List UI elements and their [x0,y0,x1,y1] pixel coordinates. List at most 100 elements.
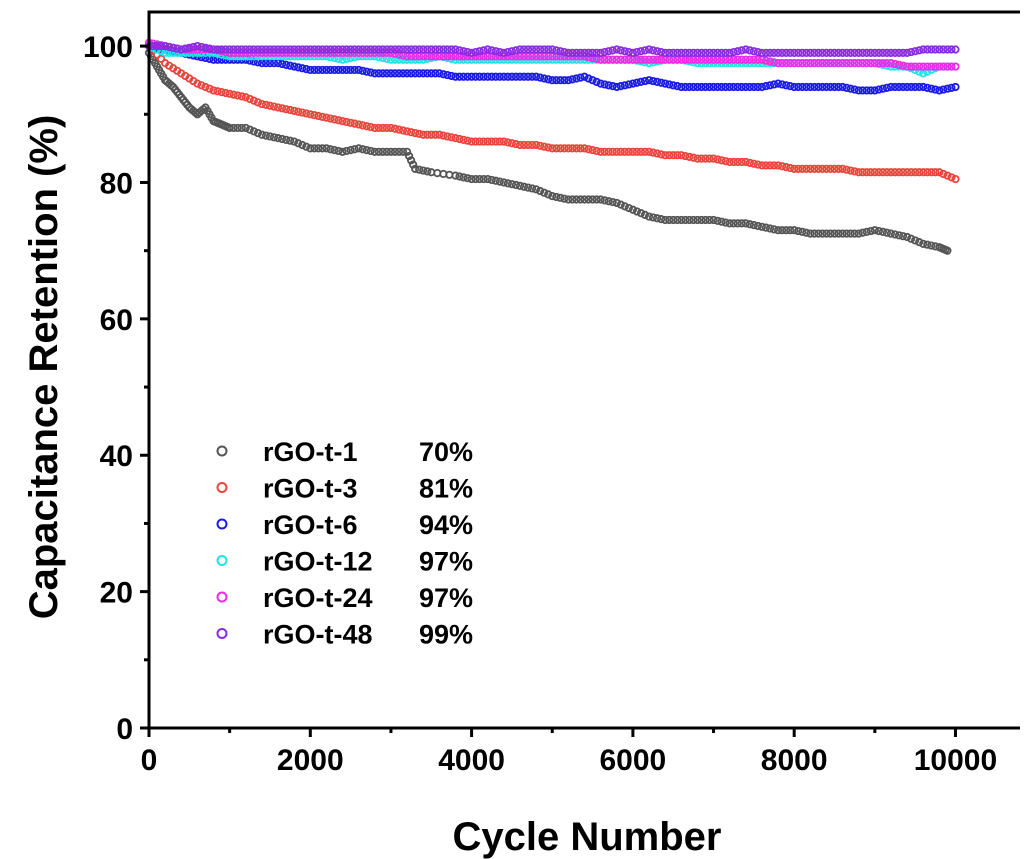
data-point [886,229,896,238]
data-point [362,145,371,155]
data-point [612,147,621,156]
data-point [499,52,508,61]
data-point [733,55,742,64]
data-point [338,65,347,75]
data-point [612,45,621,54]
data-point [576,73,585,82]
data-point [802,59,811,68]
data-point [536,45,545,54]
data-point [165,42,174,52]
data-point [898,168,908,177]
data-point [749,159,758,168]
data-point [806,164,815,173]
data-point [483,45,492,54]
legend-item-rGO-t-3: rGO-t-3 81% [216,474,473,504]
data-point [858,228,867,237]
data-point [620,147,629,156]
data-point [911,168,920,177]
y-tick-label: 60 [100,304,133,337]
data-point [882,228,892,237]
data-point [265,101,275,110]
data-point [572,74,581,83]
data-point [923,67,932,76]
data-point [866,86,875,95]
data-point [584,145,593,154]
data-point [665,151,674,160]
legend-retention-value: 94% [419,510,473,540]
data-point [463,174,472,183]
data-point [600,80,609,89]
data-point [890,59,900,69]
data-point [157,54,166,63]
data-point [616,147,625,156]
data-point [277,134,287,144]
data-point [790,82,799,92]
data-point [596,79,605,88]
data-point [919,168,928,177]
data-point [681,215,690,225]
data-point [306,110,315,119]
data-point [777,80,787,89]
data-point [318,65,327,75]
data-point [818,229,827,238]
data-point [346,145,355,155]
data-point [745,82,754,92]
data-point [261,100,271,110]
data-point [580,195,589,204]
data-point [790,164,799,173]
data-point [370,69,379,78]
data-point [237,92,246,101]
data-point [878,227,888,237]
data-point [576,48,585,58]
data-point [322,113,331,122]
data-point [326,53,335,62]
x-tick-label: 2000 [277,744,344,777]
data-point [657,78,666,87]
data-point [556,193,565,202]
data-point [947,62,956,71]
data-point [898,48,908,58]
data-point [709,48,718,58]
data-point [648,213,658,222]
data-point [854,86,863,95]
data-point [310,45,319,54]
data-point [794,48,803,58]
data-point [523,140,533,150]
data-point [298,45,307,54]
data-point [794,164,803,173]
data-point [281,60,291,69]
data-point [447,71,456,81]
data-point [681,48,690,58]
data-point [386,147,396,156]
data-point [382,147,392,156]
data-point [201,53,210,63]
data-point [644,212,654,221]
data-point [588,145,597,155]
data-point [669,48,678,58]
x-tick-label: 10000 [914,744,997,777]
data-point [725,48,734,58]
legend-item-rGO-t-48: rGO-t-48 99% [216,620,473,650]
data-point [366,68,375,77]
data-point [374,53,383,62]
data-point [741,219,750,228]
data-point [794,59,803,68]
data-point [689,82,698,92]
data-point [665,48,674,58]
data-point [628,147,637,156]
data-point [404,151,414,161]
data-point [370,147,379,156]
data-point [576,144,585,153]
data-point [394,147,404,156]
data-point [540,188,549,197]
data-point [830,82,839,92]
data-point [826,229,835,238]
data-point [346,45,355,54]
legend-label: rGO-t-48 [263,620,373,650]
data-point [826,82,835,92]
data-point [713,82,722,92]
data-point [398,126,408,135]
legend-marker [216,555,228,566]
data-point [330,45,339,54]
data-point [592,146,601,156]
